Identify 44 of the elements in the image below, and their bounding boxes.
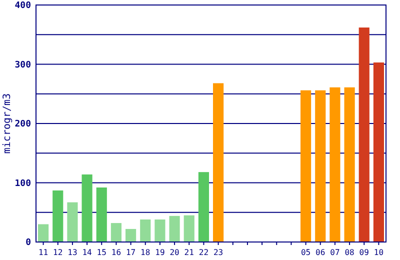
bar <box>67 202 78 242</box>
x-tick-label: 08 <box>344 248 355 257</box>
x-tick-label: 20 <box>170 248 180 257</box>
bar <box>126 228 136 242</box>
bar <box>198 172 209 242</box>
bar <box>52 190 64 242</box>
x-tick-label: 14 <box>82 248 92 257</box>
y-tick-label: 300 <box>14 60 31 70</box>
x-tick-label: 18 <box>140 248 150 257</box>
bar <box>140 219 151 242</box>
x-tick-label: 23 <box>213 248 224 257</box>
bar <box>38 224 49 242</box>
x-tick-label: 05 <box>300 248 311 257</box>
x-tick-label: 11 <box>38 248 48 257</box>
bar <box>154 219 166 242</box>
x-tick-label: 16 <box>111 248 122 257</box>
bar <box>358 28 370 242</box>
bar <box>96 187 107 242</box>
bar <box>110 223 122 242</box>
bar <box>315 90 326 242</box>
x-tick-label: 22 <box>198 248 209 257</box>
y-tick-label: 200 <box>14 120 31 130</box>
bar <box>213 83 224 242</box>
bar <box>169 216 180 242</box>
x-tick-label: 10 <box>374 248 384 257</box>
bar <box>82 174 92 242</box>
x-tick-label: 15 <box>96 248 107 257</box>
bar <box>184 215 194 242</box>
x-tick-label: 09 <box>359 248 370 257</box>
x-tick-label: 12 <box>53 248 63 257</box>
y-tick-label: 0 <box>26 238 31 248</box>
x-tick-label: 19 <box>155 248 165 257</box>
x-tick-label: 17 <box>126 248 136 257</box>
bar <box>330 87 340 242</box>
y-axis-title: microgr/m3 <box>2 93 13 154</box>
bar <box>373 62 384 242</box>
x-tick-label: 21 <box>184 248 194 257</box>
x-tick-label: 07 <box>330 248 340 257</box>
x-tick-label: 13 <box>68 248 78 257</box>
y-tick-label: 400 <box>14 1 31 12</box>
y-tick-label: 100 <box>14 178 31 189</box>
x-tick-label: 06 <box>316 248 326 257</box>
bar <box>344 87 355 242</box>
bar <box>300 90 312 242</box>
